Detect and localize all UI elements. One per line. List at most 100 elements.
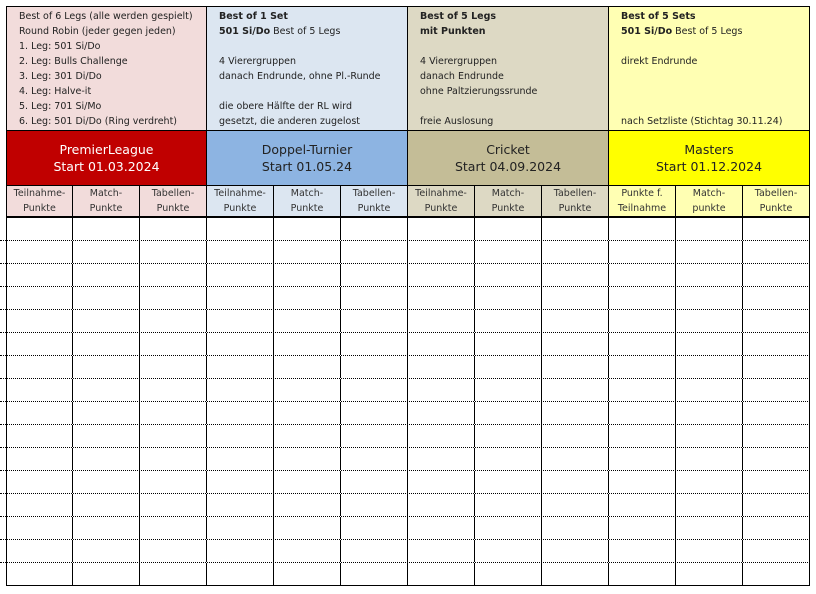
table-cell[interactable] bbox=[6, 333, 73, 355]
table-cell[interactable] bbox=[408, 264, 475, 286]
table-cell[interactable] bbox=[408, 494, 475, 516]
table-cell[interactable] bbox=[6, 517, 73, 539]
table-cell[interactable] bbox=[475, 448, 542, 470]
table-cell[interactable] bbox=[341, 287, 408, 309]
table-cell[interactable] bbox=[274, 563, 341, 585]
table-cell[interactable] bbox=[341, 264, 408, 286]
table-cell[interactable] bbox=[676, 287, 743, 309]
table-cell[interactable] bbox=[743, 425, 810, 447]
table-cell[interactable] bbox=[73, 448, 140, 470]
table-cell[interactable] bbox=[341, 356, 408, 378]
table-cell[interactable] bbox=[73, 287, 140, 309]
table-cell[interactable] bbox=[676, 540, 743, 562]
table-cell[interactable] bbox=[140, 310, 207, 332]
table-cell[interactable] bbox=[743, 540, 810, 562]
table-cell[interactable] bbox=[274, 471, 341, 493]
table-cell[interactable] bbox=[274, 287, 341, 309]
table-cell[interactable] bbox=[676, 241, 743, 263]
table-cell[interactable] bbox=[6, 218, 73, 240]
table-cell[interactable] bbox=[475, 471, 542, 493]
table-cell[interactable] bbox=[609, 287, 676, 309]
table-cell[interactable] bbox=[73, 379, 140, 401]
table-cell[interactable] bbox=[73, 402, 140, 424]
table-cell[interactable] bbox=[676, 517, 743, 539]
table-cell[interactable] bbox=[140, 333, 207, 355]
table-cell[interactable] bbox=[73, 563, 140, 585]
table-cell[interactable] bbox=[609, 356, 676, 378]
table-cell[interactable] bbox=[73, 425, 140, 447]
table-cell[interactable] bbox=[609, 448, 676, 470]
table-cell[interactable] bbox=[609, 540, 676, 562]
table-cell[interactable] bbox=[140, 494, 207, 516]
table-cell[interactable] bbox=[542, 264, 609, 286]
table-cell[interactable] bbox=[341, 540, 408, 562]
table-cell[interactable] bbox=[140, 540, 207, 562]
table-cell[interactable] bbox=[6, 264, 73, 286]
table-cell[interactable] bbox=[207, 264, 274, 286]
table-cell[interactable] bbox=[73, 241, 140, 263]
table-cell[interactable] bbox=[609, 379, 676, 401]
table-cell[interactable] bbox=[542, 448, 609, 470]
table-cell[interactable] bbox=[609, 563, 676, 585]
table-cell[interactable] bbox=[274, 494, 341, 516]
table-cell[interactable] bbox=[475, 540, 542, 562]
table-cell[interactable] bbox=[274, 379, 341, 401]
table-cell[interactable] bbox=[73, 218, 140, 240]
table-cell[interactable] bbox=[207, 402, 274, 424]
table-cell[interactable] bbox=[609, 471, 676, 493]
table-cell[interactable] bbox=[140, 241, 207, 263]
table-cell[interactable] bbox=[475, 241, 542, 263]
table-cell[interactable] bbox=[341, 241, 408, 263]
table-cell[interactable] bbox=[341, 310, 408, 332]
table-cell[interactable] bbox=[408, 402, 475, 424]
table-cell[interactable] bbox=[6, 356, 73, 378]
table-cell[interactable] bbox=[274, 517, 341, 539]
table-cell[interactable] bbox=[73, 517, 140, 539]
table-cell[interactable] bbox=[743, 287, 810, 309]
table-cell[interactable] bbox=[475, 264, 542, 286]
table-cell[interactable] bbox=[408, 310, 475, 332]
table-cell[interactable] bbox=[676, 563, 743, 585]
table-cell[interactable] bbox=[73, 333, 140, 355]
table-cell[interactable] bbox=[743, 333, 810, 355]
table-cell[interactable] bbox=[207, 563, 274, 585]
table-cell[interactable] bbox=[609, 517, 676, 539]
table-cell[interactable] bbox=[408, 471, 475, 493]
table-cell[interactable] bbox=[408, 287, 475, 309]
table-cell[interactable] bbox=[743, 494, 810, 516]
table-cell[interactable] bbox=[140, 517, 207, 539]
table-cell[interactable] bbox=[609, 402, 676, 424]
table-cell[interactable] bbox=[274, 448, 341, 470]
table-cell[interactable] bbox=[475, 356, 542, 378]
table-cell[interactable] bbox=[140, 264, 207, 286]
table-cell[interactable] bbox=[140, 218, 207, 240]
table-cell[interactable] bbox=[341, 563, 408, 585]
table-cell[interactable] bbox=[475, 425, 542, 447]
table-cell[interactable] bbox=[207, 471, 274, 493]
table-cell[interactable] bbox=[408, 563, 475, 585]
table-cell[interactable] bbox=[274, 540, 341, 562]
table-cell[interactable] bbox=[743, 264, 810, 286]
table-cell[interactable] bbox=[542, 356, 609, 378]
table-cell[interactable] bbox=[6, 241, 73, 263]
table-cell[interactable] bbox=[6, 540, 73, 562]
table-cell[interactable] bbox=[542, 471, 609, 493]
table-cell[interactable] bbox=[341, 218, 408, 240]
table-cell[interactable] bbox=[73, 540, 140, 562]
table-cell[interactable] bbox=[475, 517, 542, 539]
table-cell[interactable] bbox=[609, 264, 676, 286]
table-cell[interactable] bbox=[274, 264, 341, 286]
table-cell[interactable] bbox=[609, 333, 676, 355]
table-cell[interactable] bbox=[274, 241, 341, 263]
table-cell[interactable] bbox=[207, 379, 274, 401]
table-cell[interactable] bbox=[207, 310, 274, 332]
table-cell[interactable] bbox=[743, 356, 810, 378]
table-cell[interactable] bbox=[676, 356, 743, 378]
table-cell[interactable] bbox=[408, 356, 475, 378]
table-cell[interactable] bbox=[609, 310, 676, 332]
table-cell[interactable] bbox=[140, 563, 207, 585]
table-cell[interactable] bbox=[207, 494, 274, 516]
table-cell[interactable] bbox=[676, 448, 743, 470]
table-cell[interactable] bbox=[408, 333, 475, 355]
table-cell[interactable] bbox=[475, 333, 542, 355]
